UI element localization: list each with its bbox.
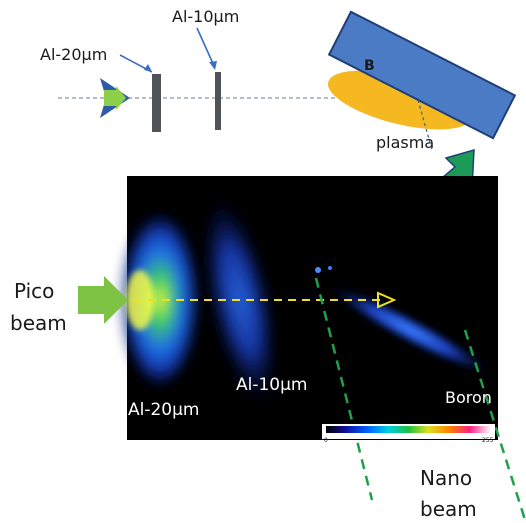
nano-label-line1: Nano bbox=[420, 466, 472, 490]
foil-al20 bbox=[152, 74, 161, 132]
nano-beam-line-left bbox=[314, 277, 374, 501]
pico-path-arrowhead-icon bbox=[377, 291, 397, 309]
top-label-al10: Al-10μm bbox=[172, 7, 239, 26]
image-label-boron: Boron bbox=[445, 388, 492, 407]
plasma-label: plasma bbox=[376, 133, 434, 152]
pointer-al10 bbox=[196, 27, 216, 69]
input-arrow-inner-icon bbox=[104, 86, 126, 110]
top-label-al20: Al-20μm bbox=[40, 45, 107, 64]
plasma-ellipse bbox=[327, 70, 473, 130]
foil-al10 bbox=[215, 72, 221, 130]
boron-target bbox=[327, 10, 517, 140]
plasma-axis-line bbox=[417, 99, 433, 151]
pico-label-line1: Pico bbox=[14, 279, 54, 303]
colorbar-min: 0 bbox=[324, 437, 328, 444]
colorbar bbox=[326, 426, 491, 433]
pico-label-line2: beam bbox=[10, 311, 67, 335]
pointer-al10-head-icon bbox=[209, 61, 217, 70]
image-label-al20: Al-20μm bbox=[128, 400, 200, 420]
target-label: B bbox=[364, 58, 375, 74]
nano-label-line2: beam bbox=[420, 497, 477, 521]
image-label-al10: Al-10μm bbox=[236, 375, 308, 395]
pointer-al20-head-icon bbox=[144, 64, 152, 72]
colorbar-max: 255 bbox=[482, 437, 494, 444]
pico-beam-arrow-icon bbox=[78, 276, 128, 324]
